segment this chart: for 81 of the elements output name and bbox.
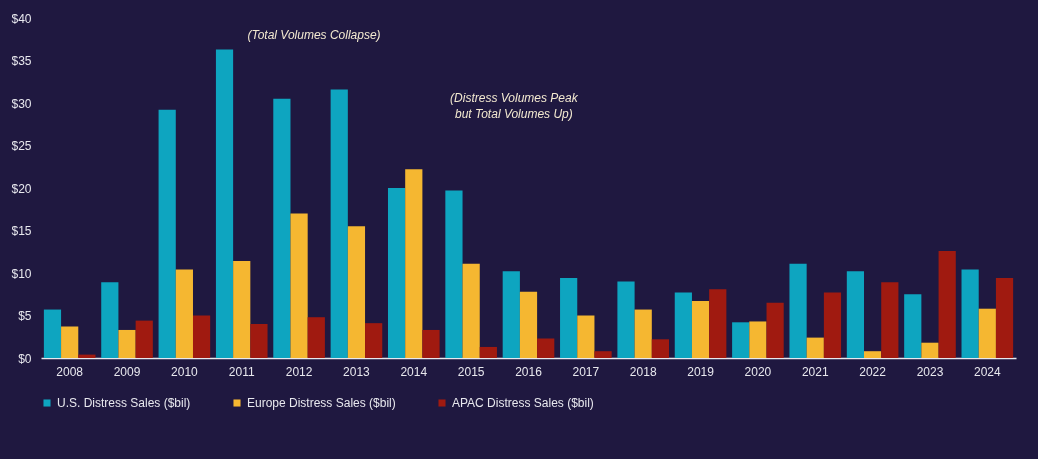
bar bbox=[158, 109, 176, 358]
bar bbox=[749, 321, 767, 358]
bar bbox=[192, 315, 211, 358]
bar bbox=[479, 346, 497, 358]
bar bbox=[978, 308, 996, 358]
bar bbox=[577, 315, 595, 358]
bar bbox=[347, 226, 366, 358]
bar bbox=[806, 337, 824, 358]
bar bbox=[881, 282, 899, 358]
x-tick-label: 2018 bbox=[629, 364, 657, 379]
bar bbox=[789, 263, 807, 358]
bar bbox=[519, 291, 538, 358]
y-tick-label: $15 bbox=[11, 224, 32, 238]
x-tick-label: 2024 bbox=[973, 364, 1001, 379]
annotation: (Total Volumes Collapse) bbox=[247, 27, 381, 42]
bar bbox=[387, 188, 406, 358]
bar bbox=[118, 329, 136, 358]
y-tick-label: $0 bbox=[18, 351, 32, 366]
y-tick-label: $5 bbox=[18, 309, 32, 323]
bar bbox=[560, 278, 578, 358]
x-tick-label: 2011 bbox=[228, 364, 255, 379]
bar bbox=[691, 301, 710, 358]
x-tick-label: 2020 bbox=[744, 364, 772, 379]
bar bbox=[732, 322, 750, 358]
bar bbox=[674, 292, 692, 358]
y-tick-label: $20 bbox=[11, 181, 32, 196]
bar bbox=[995, 278, 1014, 358]
x-tick-label: 2023 bbox=[916, 364, 944, 379]
bar bbox=[938, 250, 956, 358]
bar bbox=[405, 169, 423, 358]
bar bbox=[921, 342, 939, 358]
x-tick-label: 2012 bbox=[285, 364, 313, 379]
bar bbox=[422, 329, 440, 358]
bar bbox=[846, 271, 865, 358]
bar bbox=[709, 289, 727, 358]
bar bbox=[61, 326, 79, 358]
bar bbox=[250, 324, 268, 358]
x-tick-label: 2013 bbox=[343, 364, 371, 379]
legend-label: APAC Distress Sales ($bil) bbox=[452, 396, 594, 410]
bar bbox=[617, 281, 635, 358]
bar bbox=[307, 317, 325, 358]
bar bbox=[651, 339, 670, 358]
y-tick-label: $40 bbox=[11, 11, 32, 26]
bar bbox=[961, 269, 979, 358]
y-tick-label: $25 bbox=[11, 139, 32, 153]
legend-label: U.S. Distress Sales ($bil) bbox=[57, 396, 191, 410]
x-tick-label: 2016 bbox=[515, 364, 543, 379]
bar bbox=[233, 261, 251, 358]
x-tick-label: 2010 bbox=[171, 364, 199, 379]
bar bbox=[502, 271, 520, 358]
bar bbox=[101, 282, 119, 358]
bar bbox=[904, 294, 922, 358]
bar bbox=[823, 292, 842, 358]
bar bbox=[290, 213, 308, 358]
bar bbox=[537, 338, 555, 358]
x-tick-label: 2021 bbox=[801, 364, 829, 379]
bar bbox=[175, 269, 193, 358]
bar bbox=[43, 309, 62, 358]
bar bbox=[330, 89, 348, 358]
legend-label: Europe Distress Sales ($bil) bbox=[247, 396, 396, 410]
bar bbox=[135, 320, 153, 358]
bar bbox=[634, 309, 652, 358]
x-tick-label: 2019 bbox=[687, 364, 715, 379]
bar bbox=[273, 98, 291, 358]
x-tick-label: 2009 bbox=[113, 364, 141, 379]
bar bbox=[445, 190, 463, 358]
x-tick-label: 2015 bbox=[457, 364, 485, 379]
bar bbox=[594, 351, 612, 358]
y-tick-label: $10 bbox=[11, 266, 32, 281]
x-tick-label: 2008 bbox=[56, 364, 84, 379]
x-tick-label: 2017 bbox=[572, 364, 600, 379]
bar bbox=[766, 302, 784, 358]
y-tick-label: $30 bbox=[11, 96, 32, 111]
bar bbox=[864, 351, 882, 358]
bar bbox=[365, 323, 383, 358]
bar bbox=[462, 263, 480, 358]
annotation: (Distress Volumes Peak but Total Volumes Up) bbox=[450, 90, 579, 121]
x-tick-label: 2014 bbox=[400, 364, 428, 379]
bar bbox=[215, 49, 234, 358]
y-tick-label: $35 bbox=[11, 54, 32, 68]
x-tick-label: 2022 bbox=[859, 364, 887, 379]
